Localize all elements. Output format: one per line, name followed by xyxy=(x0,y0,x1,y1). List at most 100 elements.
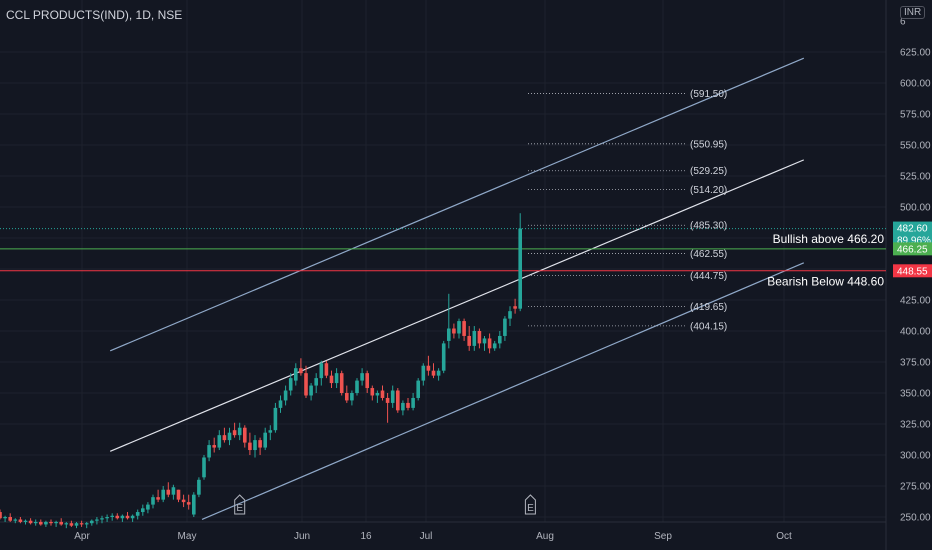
candle-body[interactable] xyxy=(105,517,109,519)
candle-body[interactable] xyxy=(288,378,293,391)
candle-body[interactable] xyxy=(100,518,104,520)
candle-body[interactable] xyxy=(243,427,247,443)
candle-body[interactable] xyxy=(237,427,242,436)
candle-body[interactable] xyxy=(258,440,262,448)
candle-body[interactable] xyxy=(263,432,267,448)
candle-body[interactable] xyxy=(207,445,211,458)
candle-body[interactable] xyxy=(472,331,477,346)
candle-body[interactable] xyxy=(396,390,400,411)
candle-body[interactable] xyxy=(186,502,191,505)
channel-middle-line[interactable] xyxy=(109,159,805,452)
earnings-marker-icon[interactable] xyxy=(524,494,536,515)
candle-body[interactable] xyxy=(482,338,487,344)
candle-body[interactable] xyxy=(39,521,43,525)
candle-body[interactable] xyxy=(462,321,466,336)
candle-body[interactable] xyxy=(492,343,497,349)
candle-body[interactable] xyxy=(64,523,69,525)
candle-body[interactable] xyxy=(345,393,349,401)
candle-body[interactable] xyxy=(202,457,206,478)
channel-upper-line[interactable] xyxy=(109,57,805,352)
candle-body[interactable] xyxy=(416,380,420,398)
candle-body[interactable] xyxy=(28,520,33,524)
candle-body[interactable] xyxy=(304,373,308,396)
candle-body[interactable] xyxy=(283,390,288,401)
candle-body[interactable] xyxy=(278,400,283,408)
candle-body[interactable] xyxy=(487,338,492,349)
candle-body[interactable] xyxy=(69,523,74,526)
candle-body[interactable] xyxy=(156,497,160,500)
earnings-marker-icon[interactable] xyxy=(234,494,246,515)
candle-body[interactable] xyxy=(120,515,125,519)
candle-body[interactable] xyxy=(309,385,313,396)
candle-body[interactable] xyxy=(248,442,252,451)
candle-body[interactable] xyxy=(3,517,7,519)
candle-body[interactable] xyxy=(441,343,446,371)
candle-body[interactable] xyxy=(171,487,176,495)
candle-body[interactable] xyxy=(380,390,385,398)
candle-body[interactable] xyxy=(319,363,324,379)
candle-body[interactable] xyxy=(498,335,502,344)
candle-body[interactable] xyxy=(135,512,140,516)
candle-body[interactable] xyxy=(115,515,120,519)
candle-body[interactable] xyxy=(23,520,28,522)
candle-body[interactable] xyxy=(232,430,237,436)
candle-body[interactable] xyxy=(59,521,63,525)
candle-body[interactable] xyxy=(181,499,186,503)
candle-body[interactable] xyxy=(18,519,23,522)
candle-body[interactable] xyxy=(513,306,517,309)
candle-body[interactable] xyxy=(125,515,130,519)
candle-body[interactable] xyxy=(273,407,278,431)
candle-body[interactable] xyxy=(324,363,329,376)
candle-body[interactable] xyxy=(447,328,451,341)
candle-body[interactable] xyxy=(411,397,415,408)
candle-body[interactable] xyxy=(44,521,48,525)
candle-body[interactable] xyxy=(467,335,471,346)
candle-body[interactable] xyxy=(355,380,359,393)
candle-body[interactable] xyxy=(370,388,375,396)
candle-body[interactable] xyxy=(33,521,38,524)
candle-body[interactable] xyxy=(452,328,456,334)
candle-body[interactable] xyxy=(0,512,2,519)
candle-body[interactable] xyxy=(406,402,410,408)
candle-body[interactable] xyxy=(294,368,298,381)
candle-body[interactable] xyxy=(268,430,273,433)
candle-body[interactable] xyxy=(421,365,426,381)
candle-body[interactable] xyxy=(253,440,257,451)
candle-body[interactable] xyxy=(227,432,232,441)
candle-body[interactable] xyxy=(192,494,196,515)
candle-body[interactable] xyxy=(176,489,181,500)
candle-body[interactable] xyxy=(390,390,395,403)
candle-body[interactable] xyxy=(95,519,99,521)
candle-body[interactable] xyxy=(518,228,522,309)
candle-body[interactable] xyxy=(130,515,135,519)
candle-body[interactable] xyxy=(146,504,150,510)
candle-body[interactable] xyxy=(299,368,303,374)
candle-body[interactable] xyxy=(436,370,441,376)
candle-body[interactable] xyxy=(166,489,171,495)
candle-body[interactable] xyxy=(339,373,344,393)
candle-body[interactable] xyxy=(503,318,507,336)
candle-body[interactable] xyxy=(212,445,216,448)
candle-body[interactable] xyxy=(385,397,390,403)
candle-body[interactable] xyxy=(74,523,79,526)
candle-body[interactable] xyxy=(334,373,339,384)
candle-body[interactable] xyxy=(79,523,84,525)
candle-body[interactable] xyxy=(54,521,58,524)
candle-body[interactable] xyxy=(161,489,165,500)
candle-body[interactable] xyxy=(314,378,318,386)
candle-body[interactable] xyxy=(477,331,482,344)
candle-body[interactable] xyxy=(375,393,380,396)
candle-body[interactable] xyxy=(217,435,222,448)
candle-body[interactable] xyxy=(90,520,94,524)
candle-body[interactable] xyxy=(508,311,512,319)
candle-body[interactable] xyxy=(222,435,227,441)
channel-lower-line[interactable] xyxy=(201,262,805,521)
candle-body[interactable] xyxy=(110,515,114,517)
candle-body[interactable] xyxy=(457,321,461,334)
candle-body[interactable] xyxy=(197,479,201,495)
candle-body[interactable] xyxy=(329,375,334,384)
candle-body[interactable] xyxy=(350,393,354,401)
candle-body[interactable] xyxy=(13,519,18,521)
candle-body[interactable] xyxy=(141,508,145,513)
